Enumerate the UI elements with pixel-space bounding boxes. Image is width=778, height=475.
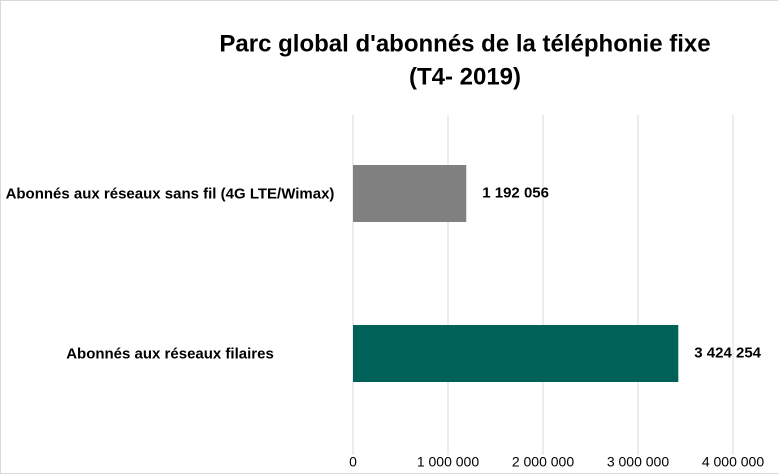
- category-label: Abonnés aux réseaux filaires: [66, 345, 274, 362]
- x-tick-label: 0: [349, 454, 357, 470]
- x-tick-label: 3 000 000: [607, 454, 669, 470]
- chart-title: Parc global d'abonnés de la téléphonie f…: [219, 30, 710, 57]
- value-label: 3 424 254: [694, 344, 761, 361]
- x-tick-label: 1 000 000: [417, 454, 479, 470]
- chart-title: (T4- 2019): [409, 63, 521, 90]
- category-label: Abonnés aux réseaux sans fil (4G LTE/Wim…: [5, 185, 335, 202]
- x-tick-label: 2 000 000: [512, 454, 574, 470]
- bar: [353, 165, 467, 222]
- value-label: 1 192 056: [482, 184, 549, 201]
- bar: [353, 325, 679, 382]
- x-tick-label: 4 000 000: [702, 454, 764, 470]
